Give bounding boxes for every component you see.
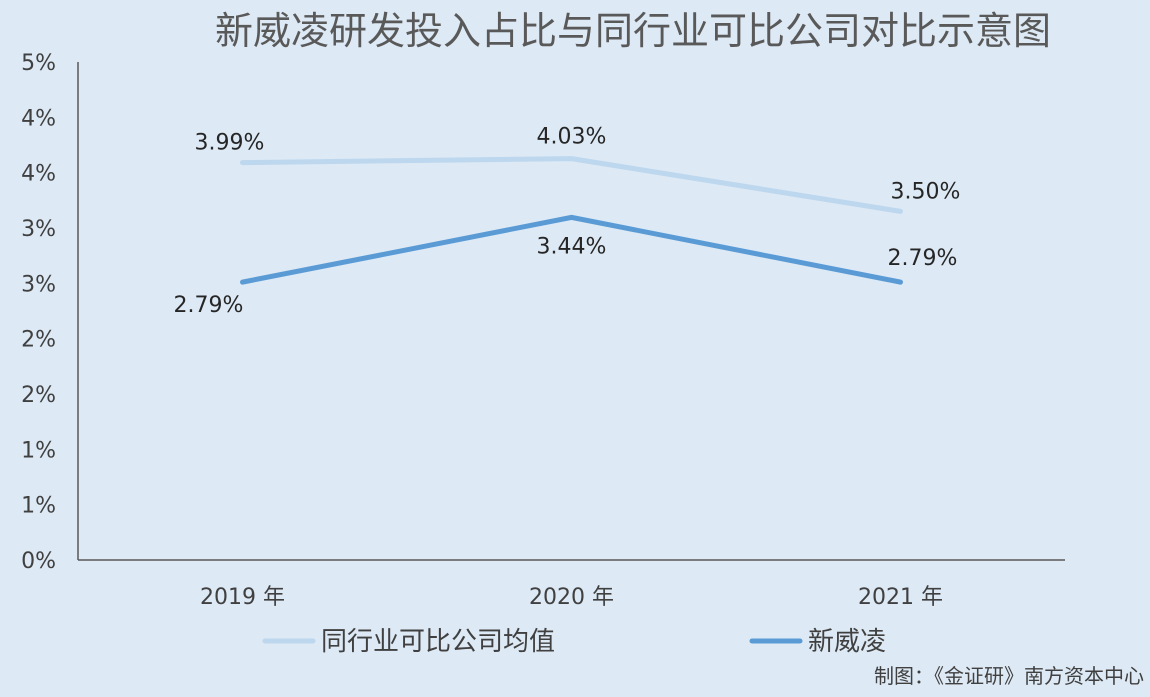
y-tick-label: 3% (21, 217, 56, 242)
data-label: 2.79% (174, 293, 244, 318)
credit-text: 制图：《金证研》南方资本中心 (874, 664, 1144, 688)
legend-label-industry-avg: 同行业可比公司均值 (321, 627, 555, 657)
data-label: 3.44% (537, 234, 607, 259)
data-label: 3.50% (891, 179, 961, 204)
series-line-1 (240, 214, 903, 285)
y-tick-label: 4% (21, 162, 56, 187)
data-labels: 3.99% 4.03% 3.50% 2.79% 3.44% 2.79% (174, 125, 961, 319)
y-tick-label: 4% (21, 106, 56, 131)
y-tick-label: 1% (21, 438, 56, 463)
data-label: 2.79% (888, 246, 958, 271)
series-lines (240, 156, 903, 285)
y-tick-label: 3% (21, 272, 56, 297)
data-label: 4.03% (537, 125, 607, 150)
series-line-0 (240, 156, 903, 214)
y-axis-ticks: 0% 1% 1% 2% 2% 3% 3% 4% 4% 5% (21, 51, 56, 574)
x-axis-ticks: 2019 年 2020 年 2021 年 (200, 585, 943, 610)
y-tick-label: 5% (21, 51, 56, 76)
legend-label-xinweiling: 新威凌 (808, 627, 886, 657)
legend: 同行业可比公司均值 新威凌 (262, 627, 886, 657)
x-tick-label: 2019 年 (200, 585, 285, 610)
x-tick-label: 2020 年 (529, 585, 614, 610)
y-tick-label: 1% (21, 494, 56, 519)
y-tick-label: 0% (21, 549, 56, 574)
data-label: 3.99% (195, 131, 265, 156)
x-tick-label: 2021 年 (858, 585, 943, 610)
y-tick-label: 2% (21, 383, 56, 408)
y-tick-label: 2% (21, 328, 56, 353)
chart-title: 新威凌研发投入占比与同行业可比公司对比示意图 (215, 9, 1051, 53)
